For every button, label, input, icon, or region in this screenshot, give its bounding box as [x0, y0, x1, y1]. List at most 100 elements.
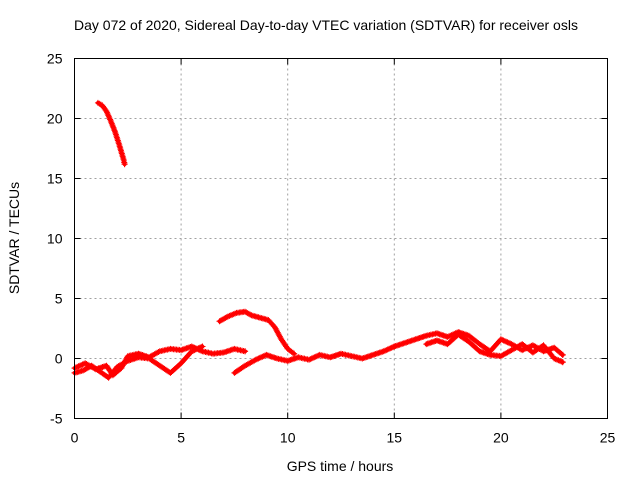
data-point [245, 310, 252, 317]
data-point [274, 328, 281, 335]
data-point [106, 115, 113, 122]
data-point [188, 348, 195, 355]
x-tick-label: 10 [280, 430, 296, 446]
data-point [199, 343, 206, 350]
data-point [102, 107, 109, 114]
x-tick-label: 15 [387, 430, 403, 446]
data-point [273, 326, 280, 333]
data-point [242, 348, 249, 355]
data-point [244, 310, 251, 317]
data-point [192, 346, 199, 353]
data-point [554, 356, 561, 363]
grid-lines [74, 58, 608, 419]
data-point [314, 353, 321, 360]
data-point [107, 116, 114, 123]
data-point [223, 314, 230, 321]
data-point [251, 357, 258, 364]
data-point [227, 312, 234, 319]
data-point [387, 345, 394, 352]
data-point [505, 339, 512, 346]
data-point [289, 349, 296, 356]
data-point [519, 347, 526, 354]
data-point [107, 117, 114, 124]
y-tick-label: 10 [47, 231, 63, 247]
data-point [76, 362, 83, 369]
data-series [71, 99, 566, 381]
data-point [105, 113, 112, 120]
data-point [225, 313, 232, 320]
data-point [109, 123, 116, 130]
data-point [381, 347, 388, 354]
data-point [196, 344, 203, 351]
data-point [558, 350, 565, 357]
data-point [260, 353, 267, 360]
data-point [380, 348, 387, 355]
data-point [109, 121, 116, 128]
data-point [551, 355, 558, 362]
data-point [383, 347, 390, 354]
data-point [108, 119, 115, 126]
data-point [229, 311, 236, 318]
data-point [503, 338, 510, 345]
series-arc-5 [231, 343, 398, 376]
data-point [121, 161, 128, 168]
data-point [558, 358, 565, 365]
data-point [110, 124, 117, 131]
data-point [507, 340, 514, 347]
data-point [255, 355, 262, 362]
data-point [247, 311, 254, 318]
y-tick-label: 5 [55, 291, 63, 307]
data-point [504, 339, 511, 346]
x-tick-label: 20 [493, 430, 509, 446]
data-point [499, 336, 506, 343]
data-point [254, 356, 261, 363]
series-arc-6 [391, 329, 566, 358]
data-point [256, 354, 263, 361]
data-point [123, 358, 130, 365]
data-point [310, 354, 317, 361]
data-point [258, 354, 265, 361]
data-point [155, 349, 162, 356]
data-point [78, 362, 85, 369]
data-point [226, 312, 233, 319]
data-point [311, 354, 318, 361]
data-point [559, 359, 566, 366]
data-point [552, 356, 559, 363]
series-arc-1 [94, 99, 128, 168]
data-point [103, 108, 110, 115]
data-point [276, 332, 283, 339]
series-arc-7 [423, 331, 566, 366]
data-point [104, 109, 111, 116]
data-point [259, 353, 266, 360]
data-point [500, 337, 507, 344]
x-axis-label: GPS time / hours [287, 458, 394, 474]
data-point [556, 357, 563, 364]
data-point [243, 309, 250, 316]
data-point [555, 357, 562, 364]
x-tick-label: 25 [600, 430, 616, 446]
data-point [108, 120, 115, 127]
data-point [271, 324, 278, 331]
y-tick-label: -5 [50, 411, 63, 427]
data-point [198, 344, 205, 351]
data-point [276, 333, 283, 340]
x-tick-label: 0 [71, 430, 79, 446]
data-point [230, 311, 237, 318]
series-arc-4 [216, 308, 298, 357]
data-point [447, 332, 454, 339]
y-tick-label: 15 [47, 171, 63, 187]
data-point [306, 356, 313, 363]
y-tick-label: 20 [47, 111, 63, 127]
data-point [272, 325, 279, 332]
data-point [275, 330, 282, 337]
data-point [195, 345, 202, 352]
data-point [105, 112, 112, 119]
data-point [448, 332, 455, 339]
data-point [232, 310, 239, 317]
data-point [190, 347, 197, 354]
data-point [111, 127, 118, 134]
data-point [385, 345, 392, 352]
data-point [104, 111, 111, 118]
x-tick-label: 5 [177, 430, 185, 446]
